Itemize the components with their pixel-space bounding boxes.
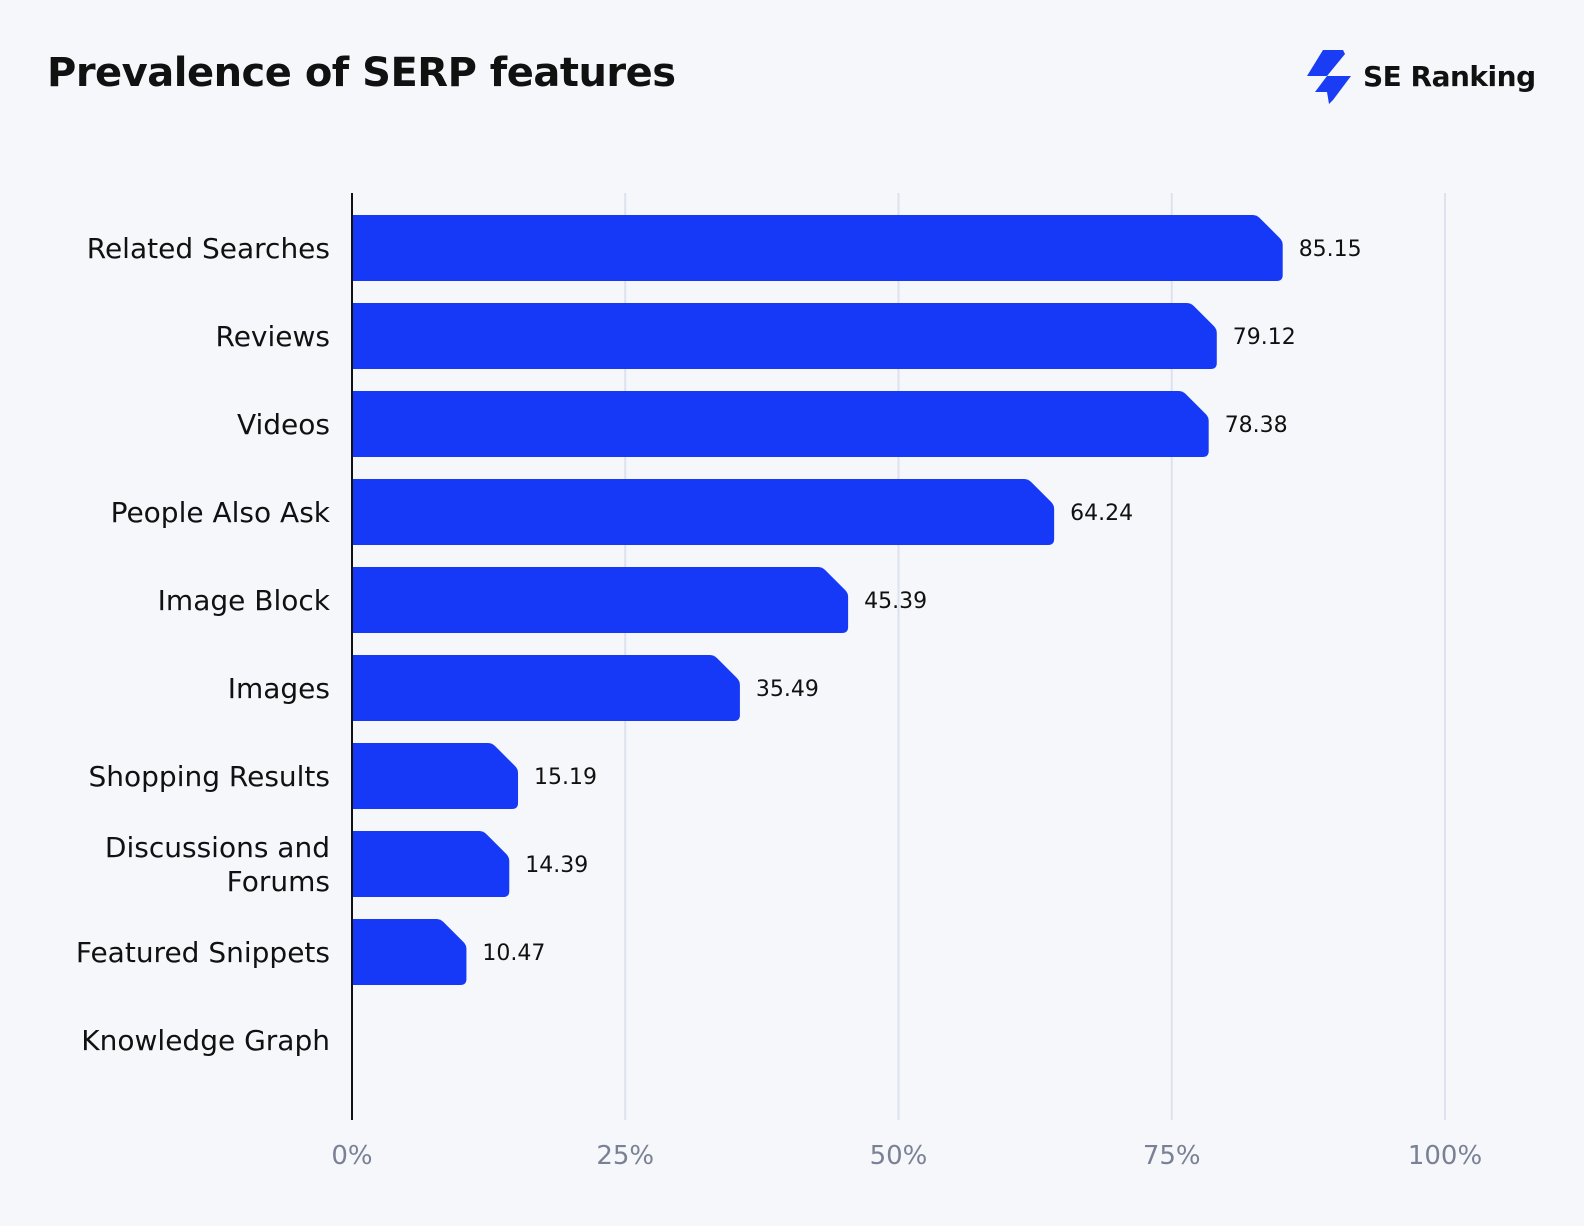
x-tick-label: 0%	[331, 1141, 372, 1171]
category-label: People Also Ask	[111, 496, 331, 529]
value-label: 78.38	[1225, 413, 1288, 438]
x-tick-label: 75%	[1143, 1141, 1201, 1171]
bar	[352, 919, 467, 985]
bar	[352, 479, 1055, 545]
category-label: Related Searches	[87, 232, 330, 265]
bar	[352, 215, 1283, 281]
value-label: 45.39	[864, 589, 927, 614]
bar	[352, 567, 849, 633]
bar	[352, 743, 519, 809]
value-label: 79.12	[1233, 325, 1296, 350]
se-ranking-bolt-icon	[1307, 50, 1351, 104]
category-label: Reviews	[216, 320, 331, 353]
bar	[352, 303, 1217, 369]
chart-title: Prevalence of SERP features	[47, 50, 676, 96]
value-label: 10.47	[482, 941, 545, 966]
x-tick-label: 25%	[596, 1141, 654, 1171]
value-label: 14.39	[525, 853, 588, 878]
category-label: Videos	[237, 408, 330, 441]
logo-text: SE Ranking	[1363, 59, 1536, 93]
x-tick-label: 50%	[870, 1141, 928, 1171]
value-label: 64.24	[1070, 501, 1133, 526]
value-label: 15.19	[534, 765, 597, 790]
category-label: Knowledge Graph	[81, 1024, 330, 1057]
x-tick-label: 100%	[1408, 1141, 1482, 1171]
bar	[352, 391, 1209, 457]
category-label: Shopping Results	[89, 760, 331, 793]
value-label: 85.15	[1299, 237, 1362, 262]
bar	[352, 655, 740, 721]
category-label: Featured Snippets	[76, 936, 330, 969]
value-label: 35.49	[756, 677, 819, 702]
category-label: Image Block	[158, 584, 331, 617]
category-label: Images	[228, 672, 330, 705]
bar	[352, 831, 510, 897]
logo: SE Ranking	[1305, 48, 1536, 104]
category-label: Discussions and Forums	[105, 831, 330, 898]
